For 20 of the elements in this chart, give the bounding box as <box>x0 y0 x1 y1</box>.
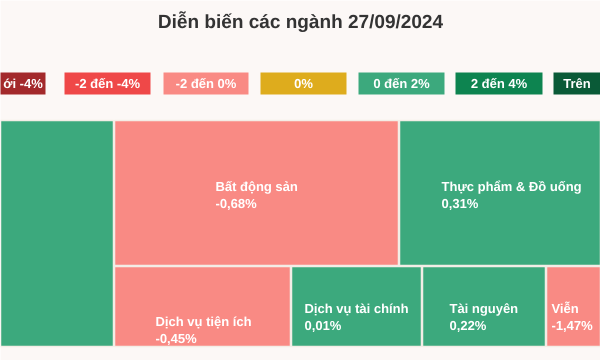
data-label: 0,31% <box>442 196 479 211</box>
data-label: -0,68% <box>216 196 258 211</box>
text: -2 đến 0% <box>176 76 237 91</box>
data-label: 0,22% <box>450 318 487 333</box>
text: ới -4% <box>3 76 44 91</box>
category-label: Thực phẩm & Đồ uống <box>442 179 582 194</box>
category-label: Tài nguyên <box>450 301 518 316</box>
text: 0% <box>294 76 314 91</box>
data-label: -1,47% <box>552 318 594 333</box>
text: Trên <box>563 76 591 91</box>
category-label: Viễn <box>552 301 579 316</box>
text: 0 đến 2% <box>373 76 430 91</box>
text: Diễn biến các ngành 27/09/2024 <box>158 11 444 33</box>
data-label: -0,45% <box>156 331 198 346</box>
data-label: 0,01% <box>304 318 342 333</box>
category-label: Bất động sản <box>216 179 298 194</box>
text: 2 đến 4% <box>470 76 528 91</box>
text: -2 đến -4% <box>74 76 140 91</box>
category-label: Dịch vụ tài chính <box>304 301 409 316</box>
category-label: Dịch vụ tiện ích <box>156 314 252 329</box>
